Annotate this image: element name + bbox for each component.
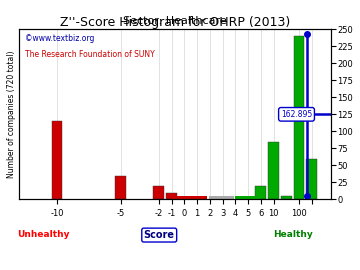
Bar xyxy=(195,196,197,200)
Bar xyxy=(253,196,255,200)
Bar xyxy=(198,196,200,200)
Bar xyxy=(189,196,190,200)
Bar xyxy=(188,196,189,200)
Bar xyxy=(256,196,257,200)
Bar xyxy=(216,196,218,200)
Bar xyxy=(236,196,237,200)
Bar xyxy=(222,196,224,200)
Bar xyxy=(221,196,223,200)
Bar xyxy=(257,196,258,200)
Bar xyxy=(192,196,193,200)
Bar xyxy=(213,196,214,200)
Bar xyxy=(232,196,234,200)
Bar xyxy=(190,196,192,200)
Bar xyxy=(294,36,305,200)
Bar xyxy=(203,196,205,200)
Bar xyxy=(199,196,201,200)
Bar xyxy=(249,196,251,200)
Bar xyxy=(243,196,245,200)
Bar xyxy=(185,196,186,200)
Bar xyxy=(212,196,213,200)
Bar xyxy=(194,196,196,200)
Text: Healthy: Healthy xyxy=(274,230,313,239)
Bar xyxy=(241,196,242,200)
Bar xyxy=(244,196,246,200)
Bar xyxy=(219,196,220,200)
Bar xyxy=(251,196,252,200)
Bar xyxy=(175,196,176,200)
Bar xyxy=(204,196,206,200)
Bar xyxy=(202,196,203,200)
Bar xyxy=(235,196,236,200)
Bar xyxy=(201,196,202,200)
Bar xyxy=(206,196,207,200)
Bar xyxy=(197,196,198,200)
Bar xyxy=(256,186,266,200)
Bar xyxy=(186,196,188,200)
Bar xyxy=(231,196,232,200)
Bar xyxy=(237,196,239,200)
Bar xyxy=(306,158,317,200)
Bar xyxy=(215,196,217,200)
Bar xyxy=(268,141,279,200)
Bar xyxy=(115,176,126,200)
Bar xyxy=(214,196,216,200)
Title: Z''-Score Histogram for OHRP (2013): Z''-Score Histogram for OHRP (2013) xyxy=(60,16,290,29)
Bar xyxy=(184,196,185,200)
Bar xyxy=(51,121,62,200)
Text: Sector: Healthcare: Sector: Healthcare xyxy=(123,16,227,26)
Bar xyxy=(229,196,230,200)
Bar xyxy=(166,193,177,200)
Bar xyxy=(281,196,292,200)
Bar xyxy=(239,196,241,200)
Bar xyxy=(224,196,225,200)
Bar xyxy=(225,196,226,200)
Bar xyxy=(238,196,240,200)
Bar xyxy=(227,196,229,200)
Bar xyxy=(220,196,221,200)
Bar xyxy=(258,196,260,200)
Text: Unhealthy: Unhealthy xyxy=(17,230,70,239)
Bar xyxy=(177,196,179,200)
Bar xyxy=(174,196,175,200)
Bar xyxy=(183,196,184,200)
Text: The Research Foundation of SUNY: The Research Foundation of SUNY xyxy=(25,50,155,59)
Bar xyxy=(246,196,247,200)
Bar xyxy=(248,196,250,200)
Bar xyxy=(217,196,219,200)
Bar xyxy=(153,186,164,200)
Bar xyxy=(252,196,253,200)
Bar xyxy=(255,196,256,200)
Bar xyxy=(209,196,211,200)
Bar xyxy=(247,196,248,200)
Bar xyxy=(242,196,244,200)
Y-axis label: Number of companies (720 total): Number of companies (720 total) xyxy=(7,50,16,178)
Bar xyxy=(230,196,231,200)
Text: 162.895: 162.895 xyxy=(281,110,312,119)
Text: ©www.textbiz.org: ©www.textbiz.org xyxy=(25,34,94,43)
Bar xyxy=(193,196,194,200)
Bar xyxy=(180,196,181,200)
Bar xyxy=(179,196,180,200)
Bar xyxy=(226,196,228,200)
Bar xyxy=(181,196,183,200)
Bar xyxy=(176,196,177,200)
Bar xyxy=(210,196,212,200)
Text: Score: Score xyxy=(144,230,175,240)
